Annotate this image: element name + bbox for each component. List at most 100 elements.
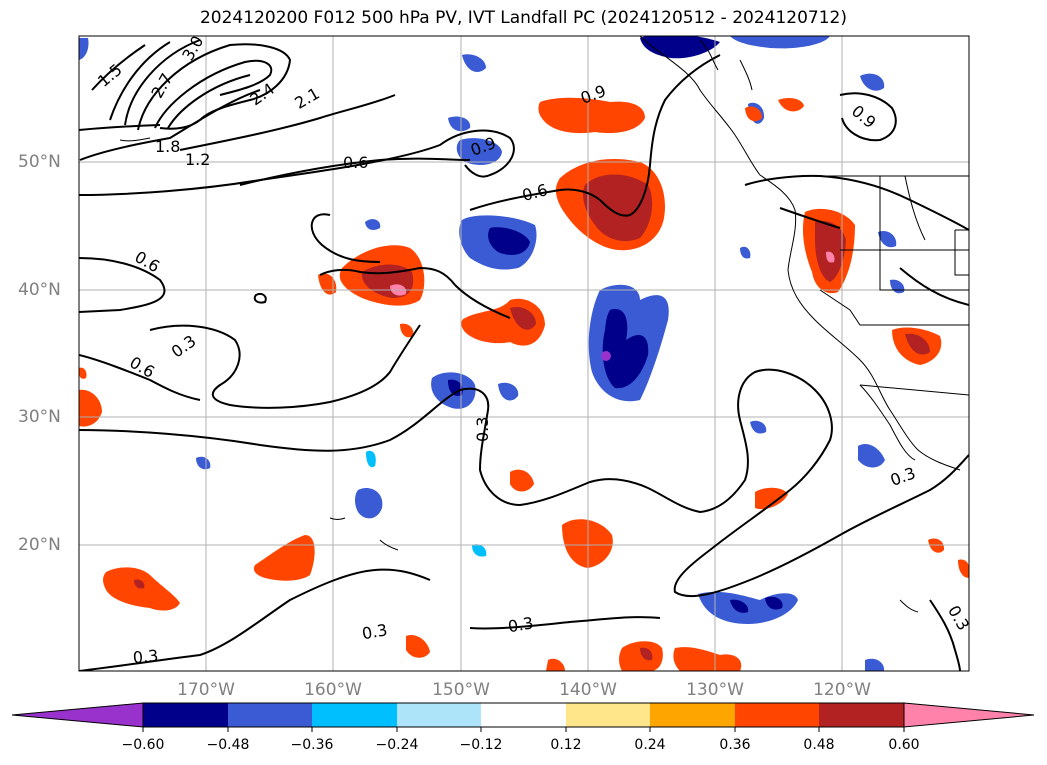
contour-label: 1.5 bbox=[94, 60, 126, 91]
negative-anomaly-blob bbox=[366, 450, 376, 468]
positive-anomaly-blob bbox=[619, 641, 663, 671]
contour-label: 0.6 bbox=[126, 353, 158, 382]
contour-label: 0.3 bbox=[888, 463, 918, 490]
positive-anomaly-blob bbox=[745, 106, 762, 122]
lat-label: 40°N bbox=[18, 280, 61, 300]
positive-anomaly-blob bbox=[103, 567, 180, 611]
positive-anomaly-blob bbox=[958, 559, 969, 578]
contour-label: 0.9 bbox=[848, 101, 880, 132]
negative-anomaly-blob bbox=[858, 443, 885, 468]
negative-anomaly-blob bbox=[365, 219, 381, 230]
contour-label: 2.7 bbox=[147, 70, 176, 102]
lon-label: 130°W bbox=[686, 680, 744, 700]
colorbar-tick-label: 0.48 bbox=[803, 737, 835, 753]
contour-label: 1.2 bbox=[185, 150, 210, 169]
grid-lines bbox=[79, 36, 969, 671]
negative-anomaly-blob bbox=[878, 230, 897, 248]
colorbar-tick-label: −0.36 bbox=[290, 737, 334, 753]
colorbar-tick-label: −0.12 bbox=[459, 737, 503, 753]
positive-anomaly-blob bbox=[538, 97, 645, 134]
negative-anomaly-blob bbox=[448, 116, 471, 132]
negative-anomaly-blob bbox=[196, 456, 211, 470]
lon-label: 170°W bbox=[177, 680, 235, 700]
colorbar-segment bbox=[312, 703, 397, 727]
positive-anomaly-blob bbox=[905, 333, 930, 355]
contour-label: 0.3 bbox=[360, 620, 388, 643]
negative-anomaly-blob bbox=[448, 379, 463, 396]
colorbar-tick-label: 0.36 bbox=[719, 737, 751, 753]
positive-anomaly-blob bbox=[546, 658, 565, 671]
contour-label: 0.3 bbox=[132, 646, 159, 667]
positive-anomaly-blob bbox=[673, 647, 742, 671]
positive-anomaly-blob bbox=[253, 535, 315, 581]
contour-label: 0.3 bbox=[473, 417, 492, 442]
colorbar-segment bbox=[819, 703, 904, 727]
colorbar-segment bbox=[228, 703, 312, 727]
contour-label: 0.3 bbox=[168, 331, 200, 361]
negative-anomaly-blob bbox=[602, 309, 649, 389]
lat-label: 50°N bbox=[18, 152, 61, 172]
negative-anomaly-blob bbox=[601, 351, 611, 361]
contour-labels: 1.5 3.0 2.7 2.4 2.1 1.8 1.2 0.6 0.9 0.9 … bbox=[94, 32, 973, 667]
lon-label: 140°W bbox=[559, 680, 617, 700]
colorbar-tick-label: −0.60 bbox=[121, 737, 165, 753]
map-frame bbox=[78, 35, 970, 672]
positive-anomaly-blob bbox=[640, 647, 653, 661]
negative-anomaly-blob bbox=[456, 138, 502, 165]
map-title: 2024120200 F012 500 hPa PV, IVT Landfall… bbox=[199, 8, 847, 28]
positive-anomaly-blob bbox=[778, 98, 804, 112]
colorbar-segment bbox=[397, 703, 481, 727]
contour-label: 0.6 bbox=[343, 153, 368, 172]
colorbar-segment bbox=[650, 703, 735, 727]
positive-anomaly-blob bbox=[815, 220, 846, 282]
negative-anomaly-blob bbox=[890, 279, 905, 294]
colorbar bbox=[11, 702, 1035, 732]
pv-contours bbox=[79, 39, 969, 671]
colorbar-extend-high bbox=[903, 702, 1035, 728]
negative-anomaly-blob bbox=[488, 227, 530, 255]
colorbar-segment bbox=[735, 703, 819, 727]
colorbar-extend-low bbox=[11, 702, 144, 728]
colorbar-tick-label: 0.60 bbox=[888, 737, 920, 753]
positive-anomaly-blob bbox=[510, 306, 536, 330]
negative-anomaly-blob bbox=[79, 38, 89, 60]
negative-anomaly-blob bbox=[765, 596, 783, 610]
positive-anomaly-blob bbox=[928, 538, 945, 553]
positive-anomaly-blob bbox=[318, 273, 337, 295]
coastline-layer bbox=[119, 36, 969, 613]
positive-anomaly-blob bbox=[510, 469, 534, 492]
colorbar-tick-label: −0.24 bbox=[375, 737, 419, 753]
negative-anomaly-blob bbox=[730, 599, 749, 613]
contour-label: 2.4 bbox=[246, 79, 278, 109]
contour-label: 0.6 bbox=[132, 247, 164, 276]
contour-label: 3.0 bbox=[178, 32, 207, 64]
positive-anomaly-blob bbox=[406, 634, 430, 658]
negative-anomaly-blob bbox=[472, 544, 487, 557]
negative-anomaly-blob bbox=[462, 54, 486, 72]
lon-label: 120°W bbox=[813, 680, 871, 700]
lon-label: 160°W bbox=[304, 680, 362, 700]
positive-anomaly-blob bbox=[826, 251, 835, 263]
colorbar-segment bbox=[566, 703, 650, 727]
negative-anomaly-blob bbox=[355, 488, 383, 519]
negative-anomaly-blob bbox=[698, 591, 798, 624]
colorbar-tick-label: −0.48 bbox=[206, 737, 250, 753]
lon-label: 150°W bbox=[432, 680, 490, 700]
positive-anomaly-blob bbox=[134, 579, 145, 589]
negative-anomaly-blob bbox=[740, 246, 751, 259]
negative-anomaly-blob bbox=[865, 658, 885, 671]
negative-anomaly-blob bbox=[750, 420, 767, 434]
contour-label: 0.6 bbox=[520, 180, 550, 205]
contour-label: 1.8 bbox=[155, 137, 180, 156]
positive-anomaly-blob bbox=[583, 174, 653, 242]
contour-label: 0.3 bbox=[506, 613, 534, 636]
colorbar-segment bbox=[143, 703, 228, 727]
negative-anomaly-blob bbox=[730, 36, 830, 49]
shading-layer bbox=[79, 36, 969, 671]
positive-anomaly-blob bbox=[79, 389, 102, 427]
lat-label: 30°N bbox=[18, 407, 61, 427]
positive-anomaly-blob bbox=[755, 487, 788, 510]
positive-anomaly-blob bbox=[79, 367, 87, 379]
contour-label: 2.1 bbox=[291, 84, 323, 113]
